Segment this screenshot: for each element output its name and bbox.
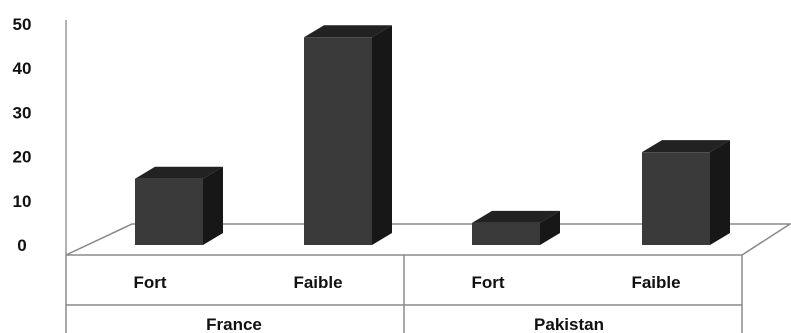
bar-top: [472, 210, 560, 223]
bar-front: [472, 222, 540, 245]
bar-top: [304, 25, 392, 38]
bar-front: [642, 152, 710, 245]
bar-side: [710, 140, 730, 245]
category-label: Faible: [293, 273, 342, 292]
y-tick-label: 30: [13, 103, 32, 122]
bar-side: [540, 210, 560, 245]
group-label: France: [206, 315, 262, 333]
bar-front: [135, 178, 203, 245]
y-tick-label: 50: [13, 15, 32, 34]
bar-side: [203, 166, 223, 245]
category-label: Faible: [631, 273, 680, 292]
bar-front: [304, 37, 372, 246]
bar-side: [372, 25, 392, 246]
category-label: Fort: [471, 273, 504, 292]
bars: [135, 25, 730, 246]
category-label: Fort: [133, 273, 166, 292]
chart-floor: [65, 223, 791, 256]
y-tick-label: 20: [13, 148, 32, 167]
bar-top: [135, 166, 223, 179]
group-label: Pakistan: [534, 315, 604, 333]
category-labels: Fort Faible France Fort Faible Pakistan: [133, 273, 680, 333]
chart-axes: [65, 20, 791, 333]
y-tick-label: 40: [13, 59, 32, 78]
y-tick-label: 0: [17, 236, 26, 255]
y-tick-label: 10: [13, 192, 32, 211]
y-tick-labels: 0 10 20 30 40 50: [13, 15, 32, 255]
bar-top: [642, 140, 730, 153]
